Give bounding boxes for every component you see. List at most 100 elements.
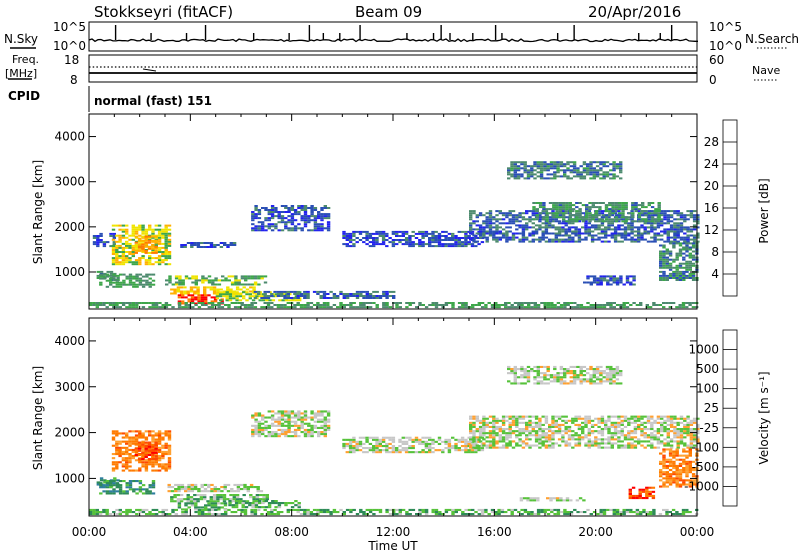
heatmap-cell [299,295,304,297]
heatmap-cell [482,423,486,426]
heatmap-cell [128,488,133,491]
heatmap-cell [290,209,295,211]
heatmap-cell [219,291,223,294]
heatmap-cell [372,436,376,439]
heatmap-cell [141,275,146,278]
heatmap-cell [602,173,606,176]
heatmap-cell [615,163,620,166]
heatmap-cell [310,410,314,413]
heatmap-cell [154,444,158,447]
heatmap-cell [659,277,663,279]
heatmap-cell [326,426,331,429]
heatmap-cell [92,302,96,304]
heatmap-cell [647,216,651,219]
heatmap-cell [368,235,373,237]
heatmap-cell [464,232,468,235]
heatmap-cell [323,420,327,423]
heatmap-cell [121,261,126,264]
heatmap-cell [501,212,506,215]
heatmap-cell [633,419,638,422]
heatmap-cell [574,417,578,420]
heatmap-cell [183,290,187,293]
heatmap-cell [271,502,275,505]
heatmap-cell [608,214,612,217]
heatmap-cell [105,302,109,304]
heatmap-cell [141,451,145,454]
heatmap-cell [613,421,618,424]
heatmap-cell [508,423,512,426]
heatmap-cell [600,232,605,235]
heatmap-cell [656,436,661,439]
heatmap-cell [121,457,126,460]
heatmap-cell [534,212,539,215]
heatmap-cell [365,293,369,295]
heatmap-cell [513,380,517,383]
heatmap-cell [594,212,599,215]
heatmap-cell [660,220,664,223]
heatmap-cell [191,275,195,278]
heatmap-cell [444,440,448,443]
heatmap-cell [541,226,545,229]
heatmap-cell [115,302,119,304]
heatmap-cell [207,281,212,284]
heatmap-cell [310,209,314,211]
heatmap-cell [293,211,298,213]
heatmap-cell [501,432,506,435]
heatmap-cell [257,435,262,438]
heatmap-cell [472,423,476,426]
heatmap-cell [477,445,481,448]
heatmap-cell [157,432,162,435]
heatmap-cell [507,171,511,174]
heatmap-cell [659,250,663,253]
heatmap-cell [125,484,129,487]
heatmap-cell [118,255,122,258]
heatmap-cell [244,506,249,509]
heatmap-cell [167,244,172,247]
heatmap-cell [610,442,614,445]
heatmap-cell [696,214,700,217]
heatmap-cell [536,161,540,164]
heatmap-cell [207,490,211,493]
heatmap-cell [594,438,598,441]
heatmap-cell [128,259,132,262]
heatmap-cell [686,415,690,418]
heatmap-cell [617,421,621,424]
heatmap-cell [176,290,181,293]
heatmap-cell [663,421,667,424]
heatmap-cell [564,222,568,225]
heatmap-cell [320,229,324,232]
heatmap-cell [382,304,386,306]
heatmap-cell [475,430,479,433]
heatmap-cell [115,444,119,447]
heatmap-cell [544,415,549,418]
heatmap-cell [395,235,399,237]
heatmap-cell [683,240,687,243]
heatmap-cell [323,213,327,216]
heatmap-cell [428,442,432,445]
heatmap-cell [207,302,211,304]
heatmap-cell [583,306,587,309]
heatmap-cell [286,302,290,304]
heatmap-cell [270,422,275,425]
heatmap-cell [689,423,694,426]
heatmap-cell [665,264,669,267]
heatmap-cell [131,253,135,255]
heatmap-cell [352,438,356,441]
heatmap-cell [669,224,674,227]
heatmap-cell [115,434,119,437]
heatmap-cell [252,496,256,499]
heatmap-cell [543,161,547,164]
heatmap-cell [521,430,526,433]
heatmap-cell [551,430,555,433]
heatmap-cell [531,238,535,241]
heatmap-cell [391,440,396,443]
heatmap-cell [518,212,522,215]
heatmap-cell [507,173,511,176]
heatmap-cell [122,492,126,495]
heatmap-cell [286,306,290,309]
heatmap-cell [144,436,149,439]
heatmap-cell [678,279,683,281]
heatmap-cell [643,436,647,439]
heatmap-cell [355,230,359,233]
heatmap-cell [418,451,422,454]
